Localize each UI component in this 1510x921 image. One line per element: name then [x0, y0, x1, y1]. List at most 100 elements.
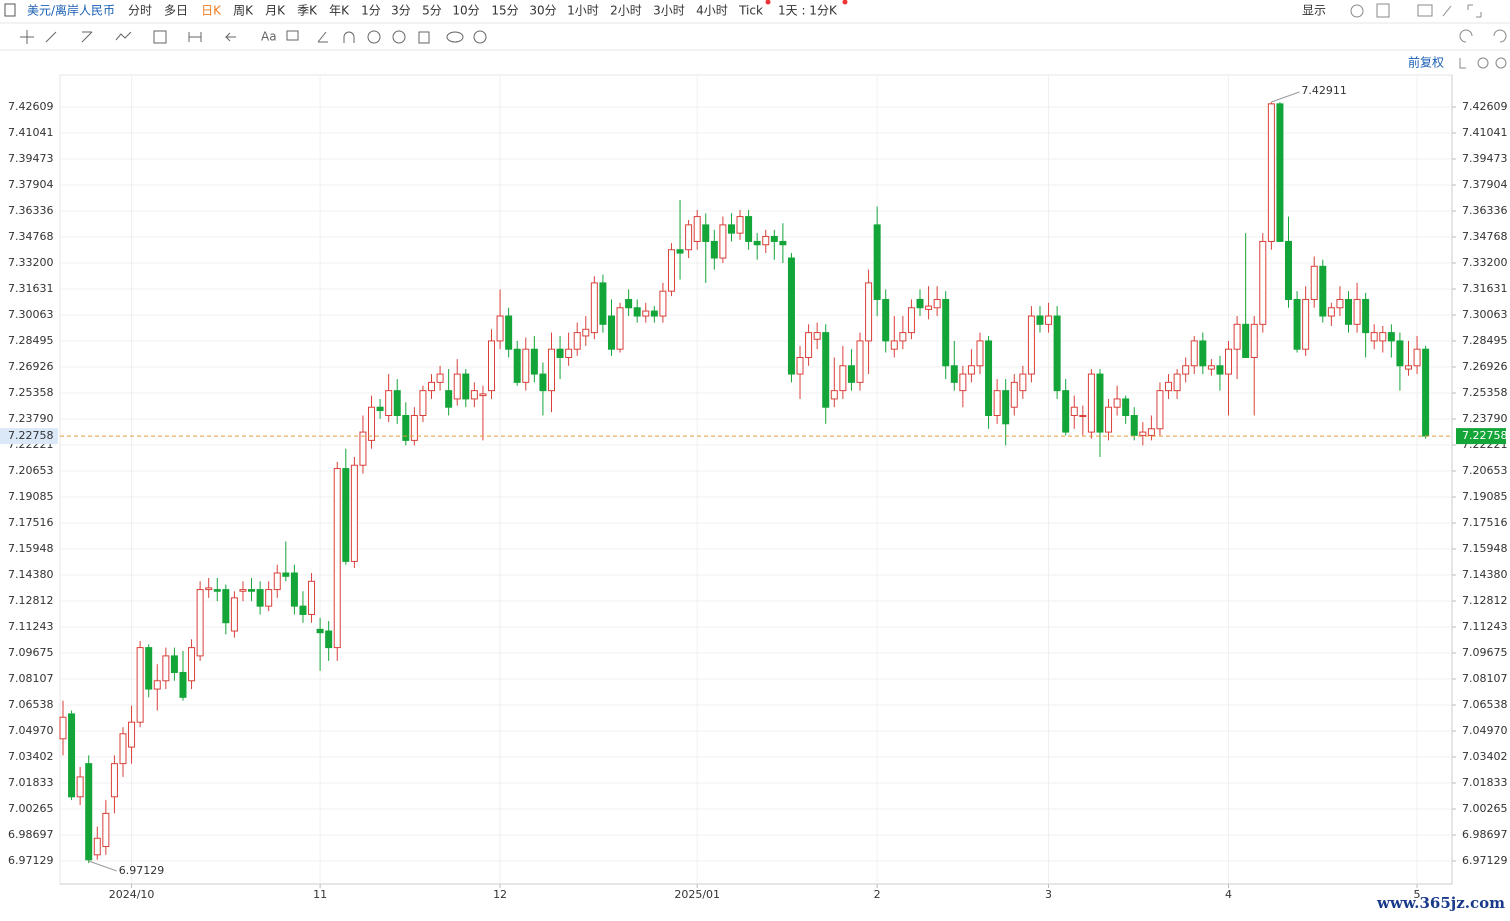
- camera-icon[interactable]: [1417, 4, 1433, 17]
- undo-icon[interactable]: [1459, 29, 1473, 43]
- last-price-tag-left: [0, 428, 58, 445]
- high-label: 7.42911: [1301, 84, 1347, 97]
- candle-body: [719, 224, 727, 259]
- candle: [1387, 324, 1395, 358]
- period-tab[interactable]: 1小时: [567, 4, 599, 18]
- candle-body: [170, 655, 178, 673]
- redo-icon[interactable]: [1493, 29, 1507, 43]
- candle: [1242, 233, 1250, 358]
- candle: [1070, 395, 1078, 429]
- period-tab[interactable]: 4小时: [696, 4, 728, 18]
- reset-icon[interactable]: [1459, 58, 1466, 69]
- edit-icon[interactable]: [1442, 5, 1452, 17]
- period-tab[interactable]: 年K: [329, 4, 350, 18]
- period-tab[interactable]: 季K: [297, 4, 318, 18]
- link-tool[interactable]: [446, 31, 464, 43]
- period-tab[interactable]: 多日: [164, 4, 188, 18]
- y-tick-label: 7.09675: [8, 646, 54, 659]
- adjust-mode[interactable]: 前复权: [1408, 55, 1444, 70]
- candle: [342, 448, 350, 565]
- period-tab[interactable]: 2小时: [610, 4, 642, 18]
- candle: [1027, 306, 1035, 383]
- candle-body: [1370, 332, 1378, 342]
- arrow-tool[interactable]: [224, 32, 236, 42]
- ray-tool[interactable]: [81, 31, 93, 43]
- note-tool[interactable]: [286, 30, 299, 41]
- text-tool[interactable]: Aa: [261, 30, 277, 44]
- x-tick-label: 2: [874, 888, 881, 901]
- period-tab[interactable]: 15分: [491, 4, 518, 18]
- candle-body: [659, 290, 667, 317]
- period-tab[interactable]: 周K: [233, 4, 254, 18]
- settings-icon[interactable]: [1350, 4, 1364, 18]
- zoom-out[interactable]: [1477, 57, 1489, 69]
- candle: [470, 382, 478, 408]
- candle: [642, 302, 650, 323]
- symbol[interactable]: 美元/离岸人民币: [27, 3, 115, 18]
- candle: [950, 340, 958, 391]
- candle: [505, 307, 513, 358]
- period-tab[interactable]: 10分: [452, 4, 479, 18]
- line-tool[interactable]: [45, 31, 57, 43]
- period-tab[interactable]: 5分: [422, 4, 442, 18]
- candle: [1319, 259, 1327, 323]
- period-tab[interactable]: 1分: [361, 4, 381, 18]
- settings-tool[interactable]: [473, 30, 487, 44]
- lock-tool[interactable]: [367, 30, 381, 44]
- y-tick-label: 7.33200: [8, 256, 54, 269]
- y-tick-label: 7.17516: [8, 516, 54, 529]
- candle-body: [230, 597, 238, 632]
- candle-body: [453, 373, 461, 400]
- candle-body: [770, 235, 778, 242]
- candle-body: [1130, 415, 1138, 436]
- candle: [787, 253, 795, 383]
- period-tab[interactable]: 3小时: [653, 4, 685, 18]
- candle-body: [1250, 323, 1258, 358]
- range-tool[interactable]: [188, 32, 202, 42]
- y-tick-label: 7.25358: [8, 386, 54, 399]
- candle-body: [1225, 348, 1233, 375]
- period-tab[interactable]: 分时: [128, 4, 152, 18]
- measure-tool[interactable]: [153, 30, 167, 44]
- candle-body: [1079, 415, 1087, 418]
- candle: [170, 647, 178, 681]
- candle-body: [299, 605, 307, 615]
- candle-body: [822, 332, 830, 408]
- candle: [1370, 324, 1378, 350]
- period-tab[interactable]: 30分: [529, 4, 556, 18]
- y-tick-label-right: 7.33200: [1462, 256, 1508, 269]
- layout-icon[interactable]: [1376, 3, 1390, 18]
- angle-tool[interactable]: [317, 31, 328, 43]
- candle: [479, 385, 487, 441]
- y-tick-label-right: 7.31631: [1462, 282, 1508, 295]
- candle: [916, 289, 924, 317]
- zoom-in[interactable]: [1495, 57, 1507, 69]
- panel-icon[interactable]: [4, 3, 16, 17]
- candle-body: [213, 589, 221, 592]
- period-tab[interactable]: Tick: [738, 4, 763, 18]
- hide-tool[interactable]: [392, 30, 406, 44]
- display-menu[interactable]: 显示: [1302, 4, 1326, 18]
- period-setting[interactable]: 1天 : 1分K: [778, 4, 838, 18]
- magnet-tool[interactable]: [343, 31, 355, 43]
- candle-body: [428, 381, 436, 392]
- y-tick-label-right: 7.09675: [1462, 646, 1508, 659]
- period-tab[interactable]: 月K: [265, 4, 286, 18]
- candle-body: [1276, 103, 1284, 242]
- candle-body: [145, 647, 153, 690]
- period-tab[interactable]: 3分: [391, 4, 411, 18]
- y-tick-label-right: 7.25358: [1462, 386, 1508, 399]
- candle-body: [1182, 365, 1190, 375]
- period-tab[interactable]: 日K: [201, 4, 222, 18]
- candle: [102, 800, 110, 855]
- y-tick-label-right: 7.36336: [1462, 204, 1508, 217]
- delete-tool[interactable]: [418, 31, 430, 44]
- y-tick-label: 7.00265: [8, 802, 54, 815]
- fullscreen-icon[interactable]: [1467, 4, 1482, 18]
- wave-tool[interactable]: [115, 31, 132, 41]
- candle: [1276, 102, 1284, 242]
- candle-body: [1002, 390, 1010, 425]
- candle: [890, 316, 898, 358]
- move-tool[interactable]: [20, 30, 34, 44]
- candle: [1053, 306, 1061, 399]
